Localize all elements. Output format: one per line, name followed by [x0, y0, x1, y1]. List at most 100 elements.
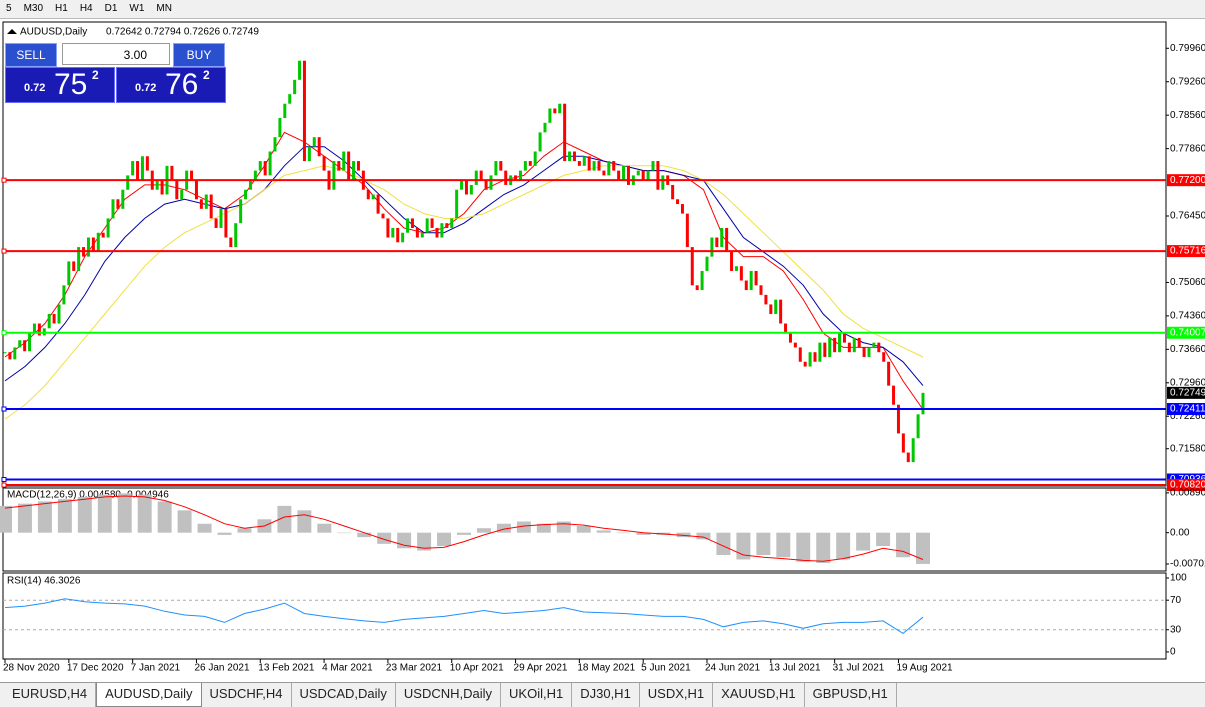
candle [396, 227, 400, 243]
macd-bar [377, 532, 392, 544]
candle [47, 313, 51, 329]
level-label: 0.75716 [1170, 246, 1205, 257]
chart-tab[interactable]: USDCNH,Daily [396, 683, 502, 707]
candle [592, 161, 596, 171]
timeframe-button[interactable]: H1 [55, 3, 68, 14]
candle [415, 227, 419, 238]
candle [13, 347, 17, 360]
level-handle [1, 477, 7, 483]
chart-tab[interactable]: UKOil,H1 [501, 683, 573, 707]
candle [769, 304, 773, 314]
bid-big: 0.72 [24, 82, 46, 94]
candle [607, 161, 611, 176]
macd-bar [696, 532, 711, 540]
chart-tab[interactable]: DJ30,H1 [572, 683, 640, 707]
candle [528, 161, 532, 166]
last-price-box [1167, 386, 1205, 399]
candle [656, 161, 660, 190]
candle [685, 213, 689, 248]
candle [244, 189, 248, 200]
candle [352, 161, 356, 181]
chart-tab[interactable]: EURUSD,H4 [4, 683, 97, 707]
buy-button[interactable]: BUY [173, 43, 225, 67]
chart-tab[interactable]: USDCAD,Daily [292, 683, 396, 707]
candle [852, 337, 856, 353]
candle [896, 404, 900, 434]
timeframe-button[interactable]: 5 [6, 3, 12, 14]
chart-tab[interactable]: AUDUSD,Daily [96, 683, 202, 707]
candle [788, 333, 792, 343]
y-tick-label: 0.75060 [1170, 277, 1205, 288]
candle [175, 180, 179, 200]
timeframe-button[interactable]: MN [156, 3, 172, 14]
candle [204, 194, 208, 209]
timeframe-button[interactable]: M30 [23, 3, 44, 14]
moving-average [4, 165, 924, 420]
candle [57, 304, 61, 324]
bid-price[interactable]: 0.72 75 2 [5, 67, 115, 103]
candle [921, 392, 925, 415]
macd-bar [596, 530, 611, 533]
volume-input[interactable]: 3.00 [62, 43, 170, 65]
timeframe-button[interactable]: W1 [129, 3, 145, 14]
candle [838, 333, 842, 353]
candle [499, 161, 503, 171]
chart-tab[interactable]: XAUUSD,H1 [713, 683, 805, 707]
timeframe-toolbar: 5 M30 H1 H4 D1 W1 MN [0, 0, 1205, 19]
x-tick-label: 13 Feb 2021 [258, 663, 315, 674]
sell-button[interactable]: SELL [5, 43, 57, 67]
y-tick-label: 0.77860 [1170, 143, 1205, 154]
macd-bar [457, 532, 471, 535]
candle [651, 161, 655, 171]
candle [332, 161, 336, 190]
candle [793, 342, 797, 348]
candle [690, 247, 694, 286]
candle [298, 60, 302, 80]
ask-price[interactable]: 0.72 76 2 [116, 67, 226, 103]
candle [661, 175, 665, 190]
level-label-box [1167, 326, 1205, 339]
candle [892, 385, 896, 405]
candle [587, 156, 591, 171]
macd-bar [796, 532, 811, 562]
macd-bar [536, 523, 551, 533]
candle [101, 232, 105, 238]
candle [568, 151, 572, 162]
timeframe-button[interactable]: H4 [79, 3, 93, 14]
macd-bar [177, 510, 192, 533]
candle [145, 156, 149, 171]
candle [641, 170, 645, 181]
candle [258, 161, 262, 171]
chart-tab[interactable]: USDX,H1 [640, 683, 714, 707]
macd-bar [576, 525, 591, 533]
chart-tab[interactable]: USDCHF,H4 [202, 683, 292, 707]
candle [420, 232, 424, 238]
candle [715, 237, 719, 248]
candle [847, 342, 851, 353]
candle [739, 266, 743, 281]
timeframe-button[interactable]: D1 [104, 3, 118, 14]
candle [381, 213, 385, 219]
candle [646, 170, 650, 181]
candle [23, 340, 27, 352]
candle [553, 108, 557, 114]
candle [833, 337, 837, 353]
candle [877, 342, 881, 353]
candle [386, 218, 390, 238]
candle [180, 189, 184, 200]
ask-small: 2 [203, 68, 210, 82]
candle [582, 156, 586, 166]
y-tick-label: 0.00 [1170, 527, 1190, 538]
y-tick-label: 0.76450 [1170, 211, 1205, 222]
candle [8, 352, 12, 360]
candle [440, 223, 444, 238]
candle [37, 323, 41, 336]
candle [489, 175, 493, 190]
rsi-line [4, 598, 924, 635]
candle [523, 161, 527, 171]
candle [563, 103, 567, 162]
x-tick-label: 5 Jun 2021 [641, 663, 691, 674]
candle [474, 170, 478, 185]
chart-tab[interactable]: GBPUSD,H1 [805, 683, 897, 707]
